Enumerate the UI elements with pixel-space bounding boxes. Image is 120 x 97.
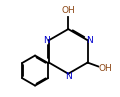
Text: OH: OH bbox=[61, 6, 75, 15]
Text: OH: OH bbox=[99, 64, 112, 73]
Text: N: N bbox=[86, 36, 93, 45]
Text: N: N bbox=[43, 36, 50, 45]
Text: N: N bbox=[65, 72, 72, 81]
